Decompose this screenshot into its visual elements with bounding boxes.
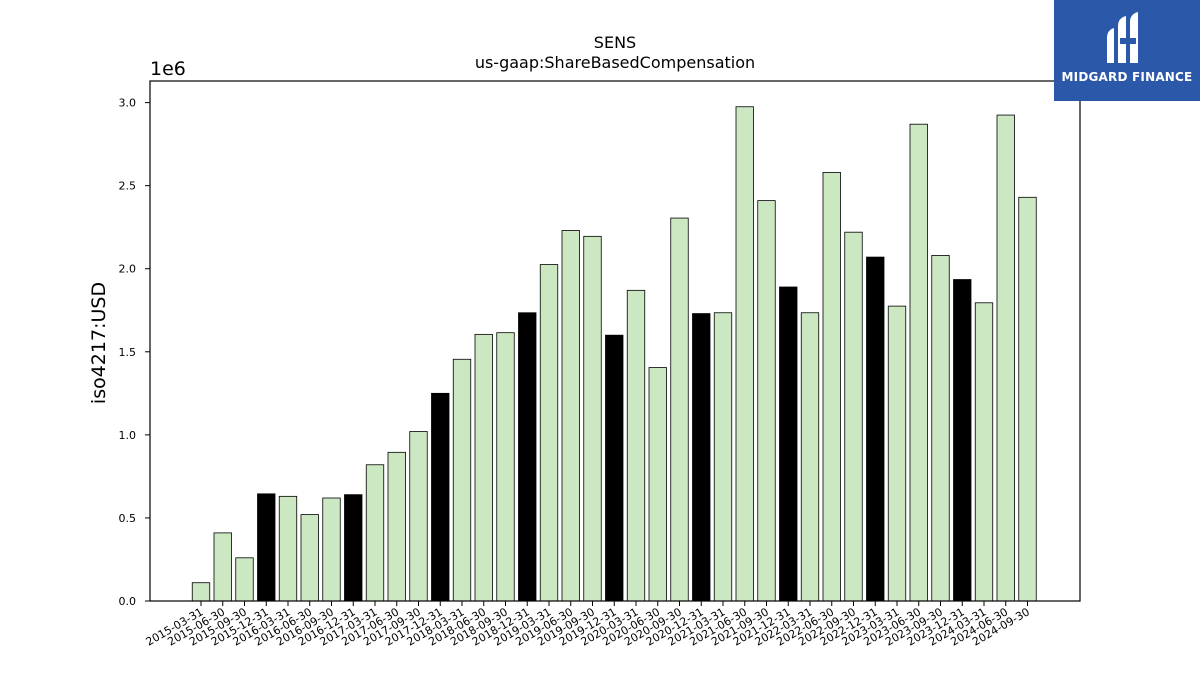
bar-2021-12-31 [779,286,798,602]
bar-2022-12-31 [866,256,885,602]
midgard-finance-logo: MIDGARD FINANCE [1054,0,1200,101]
bar-2017-06-30 [387,451,406,602]
bar-2020-09-30 [670,217,689,602]
bar-2016-09-30 [322,497,341,602]
y-tick-label: 1.5 [119,346,137,359]
bar-2015-12-31 [257,493,276,602]
y-axis-label: iso4217:USD [88,282,110,404]
bar-2015-06-30 [213,532,232,602]
x-ticks-group: 2015-03-312015-06-302015-09-302015-12-31… [144,601,1032,649]
bar-2022-03-31 [800,312,820,602]
bar-2021-03-31 [713,312,733,602]
bar-2024-09-30 [1018,196,1037,602]
chart-title: SENS [594,33,636,52]
y-tick-label: 0.0 [119,595,137,608]
bar-2015-03-31 [191,582,211,602]
bar-2019-03-31 [539,264,559,602]
bar-2022-06-30 [822,171,841,602]
bar-2018-03-31 [452,358,472,602]
bar-2019-12-31 [605,334,624,602]
bar-2019-09-30 [583,235,602,602]
y-multiplier-label: 1e6 [150,58,186,80]
y-ticks-group: 0.0 0.5 1.0 1.5 2.0 2.5 3.0 [119,97,150,608]
bar-2018-12-31 [518,312,537,602]
bar-2016-03-31 [278,495,298,602]
bar-2017-09-30 [409,431,428,602]
bar-2020-12-31 [692,313,711,602]
bar-2023-12-31 [953,279,972,602]
bar-2023-09-30 [931,255,950,602]
bar-2023-03-31 [887,305,907,602]
bar-2020-06-30 [648,367,667,602]
bar-2024-03-31 [974,302,994,602]
midgard-logo-icon [1107,12,1138,63]
y-tick-label: 2.5 [119,180,137,193]
bar-2016-06-30 [300,514,319,602]
y-tick-label: 0.5 [119,512,137,525]
bar-2018-06-30 [474,333,493,602]
bar-2018-09-30 [496,332,515,602]
y-tick-label: 3.0 [119,97,137,110]
bar-2020-03-31 [626,289,646,602]
bar-2021-09-30 [757,200,776,602]
y-tick-label: 1.0 [119,429,137,442]
bar-2021-06-30 [735,106,754,602]
bar-2019-06-30 [561,230,580,602]
bar-2016-12-31 [344,494,363,602]
bar-2024-06-30 [996,114,1015,602]
bar-2023-06-30 [909,123,928,602]
y-tick-label: 2.0 [119,263,137,276]
plot-frame [149,80,1081,602]
bar-2017-12-31 [431,392,450,602]
bars-group [191,106,1037,602]
chart-subtitle: us-gaap:ShareBasedCompensation [475,53,755,72]
bar-2015-09-30 [235,557,254,602]
logo-text: MIDGARD FINANCE [1061,70,1193,84]
bar-2017-03-31 [365,464,385,602]
bar-2022-09-30 [844,231,863,602]
